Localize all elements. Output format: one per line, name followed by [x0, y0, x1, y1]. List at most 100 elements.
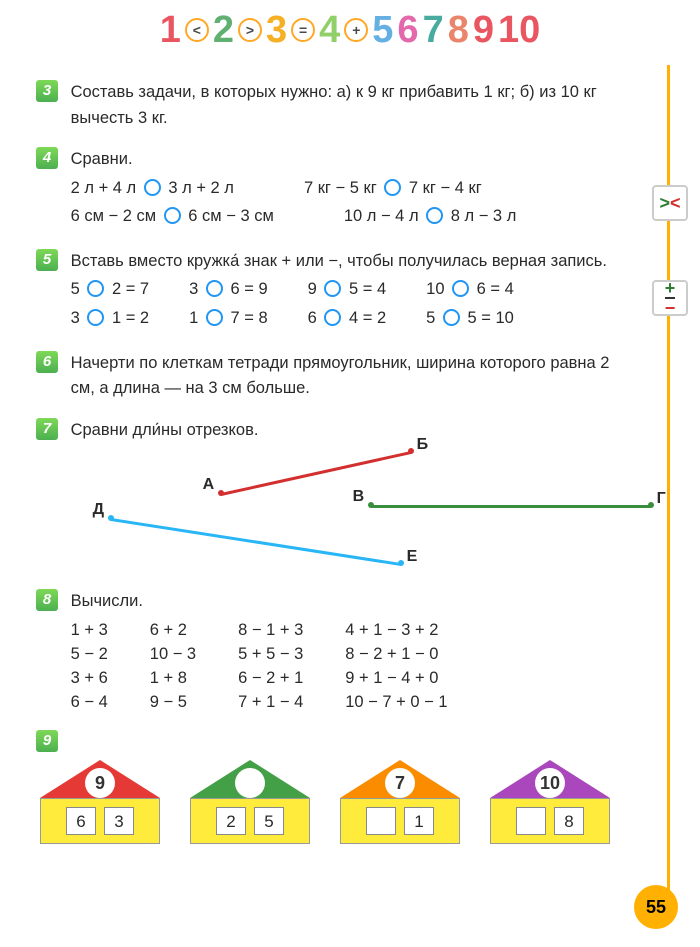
- segment-label: А: [203, 473, 215, 498]
- segment-endpoint: [368, 502, 374, 508]
- task-text: Начерти по клеткам тетради прямоугольник…: [71, 351, 621, 402]
- compare-row: 2 л + 4 л 3 л + 2 л 7 кг − 5 кг 7 кг − 4…: [71, 176, 621, 202]
- sign-expr: 9 5 = 4: [308, 277, 387, 303]
- blank-circle[interactable]: [87, 309, 104, 326]
- segment-line: [220, 451, 411, 496]
- blank-circle[interactable]: [452, 280, 469, 297]
- ribbon-bubble: =: [291, 18, 315, 42]
- calc-expr: 10 − 7 + 0 − 1: [345, 691, 447, 715]
- blank-circle[interactable]: [206, 309, 223, 326]
- segment-label: В: [353, 485, 365, 510]
- task-4: 4 Сравни. 2 л + 4 л 3 л + 2 л 7 кг − 5 к…: [36, 147, 640, 233]
- house-window[interactable]: [366, 807, 396, 835]
- house-window[interactable]: [516, 807, 546, 835]
- segment-endpoint: [398, 560, 404, 566]
- house: 7 1: [340, 760, 460, 844]
- calc-column: 4 + 1 − 3 + 28 − 2 + 1 − 09 + 1 − 4 + 01…: [345, 619, 447, 715]
- ribbon-digit: 8: [448, 9, 469, 52]
- sign-expr: 5 2 = 7: [71, 277, 150, 303]
- task-title: Вставь вместо кружка́ знак + или −, чтоб…: [71, 252, 607, 270]
- blank-circle[interactable]: [324, 280, 341, 297]
- house-body: 1: [340, 798, 460, 844]
- sign-expr: 3 1 = 2: [71, 306, 150, 332]
- house-roof-number: 10: [535, 768, 565, 798]
- house-roof-number: 9: [85, 768, 115, 798]
- blank-circle[interactable]: [426, 207, 443, 224]
- task-6: 6 Начерти по клеткам тетради прямоугольн…: [36, 351, 640, 402]
- task-badge: 7: [36, 418, 58, 440]
- house: 9 6 3: [40, 760, 160, 844]
- ribbon-digit: 5: [372, 9, 393, 52]
- house-window[interactable]: 5: [254, 807, 284, 835]
- sign-expr: 3 6 = 9: [189, 277, 268, 303]
- segment-endpoint: [218, 490, 224, 496]
- house-body: 2 5: [190, 798, 310, 844]
- house: 10 8: [490, 760, 610, 844]
- sign-expr: 6 4 = 2: [308, 306, 387, 332]
- blank-circle[interactable]: [443, 309, 460, 326]
- calc-column: 8 − 1 + 35 + 5 − 36 − 2 + 17 + 1 − 4: [238, 619, 303, 715]
- house: 2 5: [190, 760, 310, 844]
- calc-expr: 6 − 2 + 1: [238, 667, 303, 691]
- calc-expr: 5 + 5 − 3: [238, 643, 303, 667]
- calc-expr: 1 + 3: [71, 619, 108, 643]
- house-window[interactable]: 6: [66, 807, 96, 835]
- house-roof-number: [235, 768, 265, 798]
- house-roof: 7: [340, 760, 460, 798]
- sign-expr: 1 7 = 8: [189, 306, 268, 332]
- task-8: 8 Вычисли. 1 + 35 − 23 + 66 − 46 + 210 −…: [36, 589, 640, 714]
- segment-label: Б: [417, 433, 429, 458]
- compare-row: 6 см − 2 см 6 см − 3 см 10 л − 4 л 8 л −…: [71, 204, 621, 230]
- ribbon-bubble: +: [344, 18, 368, 42]
- sign-expr: 5 5 = 10: [426, 306, 514, 332]
- task-badge: 8: [36, 589, 58, 611]
- segment-label: Г: [657, 487, 666, 512]
- calc-expr: 5 − 2: [71, 643, 108, 667]
- house-window[interactable]: 3: [104, 807, 134, 835]
- calc-expr: 4 + 1 − 3 + 2: [345, 619, 447, 643]
- segment-label: Е: [407, 545, 418, 570]
- task-badge: 6: [36, 351, 58, 373]
- house-roof: 9: [40, 760, 160, 798]
- ribbon-digit: 10: [498, 9, 540, 52]
- task-7: 7 Сравни дли́ны отрезков. АБВГДЕ: [36, 418, 640, 574]
- segment-label: Д: [93, 498, 104, 523]
- task-3: 3 Составь задачи, в которых нужно: а) к …: [36, 80, 640, 131]
- ribbon-digit: 7: [423, 9, 444, 52]
- calc-expr: 10 − 3: [150, 643, 196, 667]
- house-window[interactable]: 1: [404, 807, 434, 835]
- calc-expr: 6 − 4: [71, 691, 108, 715]
- segments-diagram: АБВГДЕ: [91, 443, 671, 573]
- calc-expr: 1 + 8: [150, 667, 196, 691]
- page-number: 55: [634, 885, 678, 929]
- blank-circle[interactable]: [87, 280, 104, 297]
- blank-circle[interactable]: [324, 309, 341, 326]
- ribbon-digit: 3: [266, 9, 287, 52]
- blank-circle[interactable]: [206, 280, 223, 297]
- calc-expr: 3 + 6: [71, 667, 108, 691]
- compare-expr: 6 см − 2 см 6 см − 3 см: [71, 204, 274, 230]
- segment-endpoint: [108, 515, 114, 521]
- task-badge: 9: [36, 730, 58, 752]
- house-window[interactable]: 2: [216, 807, 246, 835]
- ribbon-digit: 1: [160, 9, 181, 52]
- blank-circle[interactable]: [384, 179, 401, 196]
- segment-endpoint: [648, 502, 654, 508]
- blank-circle[interactable]: [164, 207, 181, 224]
- task-title: Вычисли.: [71, 592, 143, 610]
- calc-expr: 9 + 1 − 4 + 0: [345, 667, 447, 691]
- compare-expr: 7 кг − 5 кг 7 кг − 4 кг: [304, 176, 482, 202]
- calc-expr: 8 − 2 + 1 − 0: [345, 643, 447, 667]
- task-title: Сравни дли́ны отрезков.: [71, 421, 259, 439]
- calc-expr: 7 + 1 − 4: [238, 691, 303, 715]
- ribbon-bubble: >: [238, 18, 262, 42]
- blank-circle[interactable]: [144, 179, 161, 196]
- sign-row: 5 2 = 73 6 = 99 5 = 410 6 = 4: [71, 277, 621, 303]
- ribbon-digit: 6: [397, 9, 418, 52]
- task-title: Сравни.: [71, 150, 133, 168]
- house-window[interactable]: 8: [554, 807, 584, 835]
- ribbon-digit: 4: [319, 9, 340, 52]
- compare-expr: 2 л + 4 л 3 л + 2 л: [71, 176, 234, 202]
- calc-expr: 9 − 5: [150, 691, 196, 715]
- house-body: 8: [490, 798, 610, 844]
